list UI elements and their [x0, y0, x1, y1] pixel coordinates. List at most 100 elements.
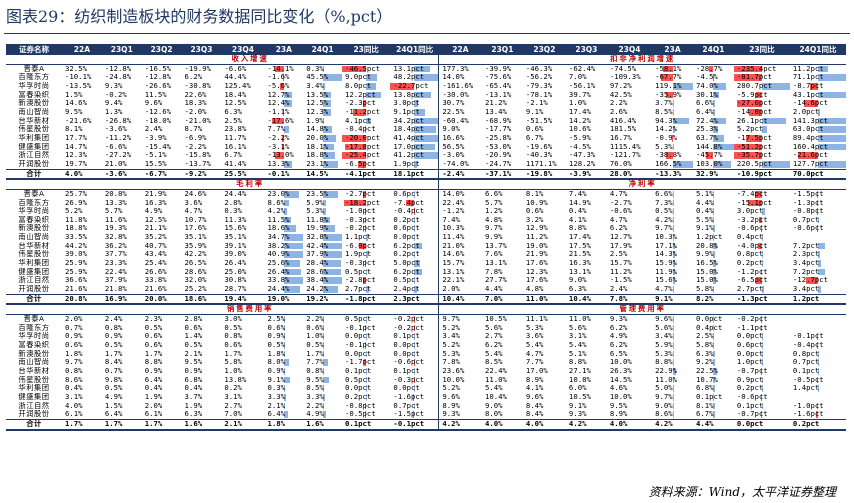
- value-cell: 2.2%: [303, 402, 342, 411]
- data-bar: [816, 411, 818, 418]
- value-cell: 12.7%: [607, 233, 652, 242]
- value-cell: 56.5%: [438, 142, 482, 152]
- value-text: 1.0pct: [736, 358, 764, 367]
- value-cell: 18.6%: [181, 293, 222, 306]
- value-text: -3.0%: [442, 151, 465, 160]
- value-cell: 4.1%: [523, 384, 566, 393]
- data-bar: [365, 411, 367, 418]
- data-bar: [817, 65, 829, 73]
- value-cell: -25.8%: [482, 134, 523, 143]
- data-bar: [322, 208, 326, 215]
- value-text: 5.3%: [655, 142, 673, 151]
- value-text: 25.7%: [65, 189, 87, 198]
- value-cell: 15.7%: [438, 259, 482, 268]
- value-text: -15.8%: [184, 151, 211, 160]
- header-cell: 证券名称: [6, 44, 62, 55]
- value-text: 0.2pct: [736, 259, 764, 268]
- value-cell: 13.8%: [221, 376, 264, 385]
- value-cell: -4.0pct: [734, 242, 790, 251]
- data-bar: [761, 359, 763, 366]
- value-cell: 10.7%: [182, 216, 222, 225]
- value-text: 10.3%: [655, 233, 678, 242]
- value-text: 9.4%: [104, 99, 123, 108]
- value-text: 16.9%: [104, 294, 127, 303]
- data-bar: [322, 108, 331, 116]
- value-cell: -2.7%: [607, 199, 652, 208]
- value-text: 4.8%: [525, 285, 544, 294]
- data-bar: [672, 350, 674, 358]
- company-name: 伟星股份: [18, 375, 50, 384]
- value-cell: [790, 393, 846, 402]
- data-bar: [817, 260, 822, 267]
- value-text: -13.0%: [267, 151, 294, 160]
- value-text: 26.3%: [609, 366, 632, 375]
- value-text: 32.8%: [306, 233, 329, 242]
- value-cell: 21.9%: [523, 250, 566, 259]
- value-text: 19.7%: [65, 159, 87, 168]
- value-cell: 1.4%: [182, 332, 222, 341]
- value-text: 12.5%: [144, 215, 167, 224]
- value-text: 94.3%: [655, 116, 678, 125]
- value-cell: -9.2%: [181, 168, 222, 181]
- value-text: -39.9%: [484, 64, 512, 73]
- value-cell: 2.5%: [607, 250, 652, 259]
- value-cell: -6.0pct: [342, 242, 390, 251]
- value-text: 10.7%: [184, 215, 207, 224]
- value-text: 8.8%: [144, 358, 163, 367]
- value-cell: 1.7%: [102, 350, 142, 359]
- data-bar: [366, 376, 367, 384]
- value-cell: -26.6%: [142, 82, 182, 91]
- value-cell: -37.1%: [481, 168, 523, 181]
- value-cell: 119.1%: [652, 82, 693, 91]
- value-cell: 2.0%: [142, 402, 182, 411]
- value-cell: 181.5%: [607, 125, 652, 134]
- value-text: 4.7%: [609, 215, 628, 224]
- value-text: 3.6%: [525, 332, 544, 341]
- value-cell: 21.9%: [142, 189, 182, 198]
- value-cell: 18.8%: [303, 151, 342, 160]
- data-bar: [713, 108, 715, 116]
- value-text: 15.0%: [695, 267, 718, 276]
- value-cell: 26.3%: [607, 367, 652, 376]
- value-cell: 10.3%: [652, 233, 693, 242]
- value-cell: 1.8%: [62, 350, 102, 359]
- data-bar: [672, 117, 689, 125]
- value-cell: 38.2%: [264, 242, 304, 251]
- value-text: 8.1%: [525, 189, 544, 198]
- data-bar: [365, 225, 367, 233]
- value-text: 4.2%: [568, 419, 587, 428]
- value-cell: 16.6%: [438, 133, 482, 143]
- value-text: 0.6%: [267, 323, 286, 332]
- value-cell: 1115.4%: [607, 143, 652, 152]
- value-cell: 11.2%: [607, 268, 652, 277]
- value-text: 8.1%: [65, 125, 83, 134]
- value-text: 4.7%: [184, 207, 203, 216]
- data-bar: [713, 234, 715, 241]
- header-cell: 22A: [438, 44, 482, 55]
- value-text: 14.0%: [442, 189, 465, 198]
- total-row: 合计 4.0% -3.6% -6.7% -9.2% 25.5% -0.1% 14.5% -4.1…: [6, 168, 846, 181]
- value-cell: 14.3%: [652, 250, 693, 259]
- data-bar: [809, 82, 818, 90]
- value-cell: -60.4%: [438, 116, 482, 126]
- value-text: 6.4%: [144, 375, 163, 384]
- value-text: 5.7%: [104, 207, 123, 216]
- value-cell: 9.6%: [652, 315, 693, 324]
- data-bar: [414, 342, 416, 349]
- value-cell: -78.1%: [523, 91, 566, 100]
- data-bar: [283, 342, 285, 349]
- value-cell: 18.4%: [221, 91, 264, 100]
- data-bar: [352, 108, 367, 116]
- data-bar: [672, 376, 675, 384]
- value-text: 5.0%: [655, 384, 673, 393]
- value-text: 2.2%: [306, 314, 324, 324]
- value-cell: -1.0pct: [342, 207, 390, 216]
- value-cell: 8.0%: [264, 358, 303, 367]
- data-bar: [322, 260, 341, 267]
- data-bar: [283, 225, 296, 233]
- value-text: 9.0%: [568, 276, 587, 285]
- value-text: 8.8%: [568, 224, 587, 233]
- data-bar: [713, 286, 715, 293]
- value-cell: 1.0pct: [734, 358, 790, 367]
- value-cell: 0.2pct: [390, 250, 438, 259]
